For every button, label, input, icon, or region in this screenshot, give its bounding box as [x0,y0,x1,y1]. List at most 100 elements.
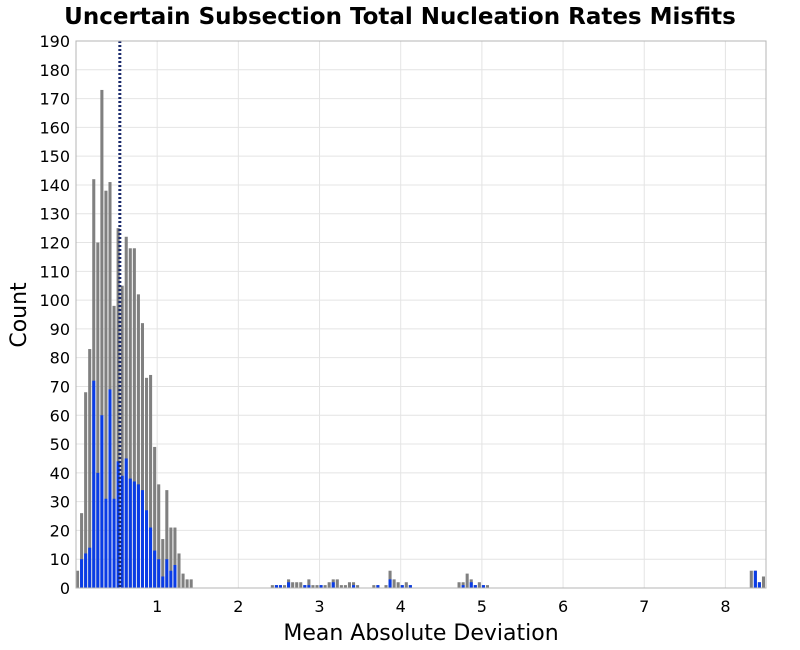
bar-highlight [287,582,291,588]
bar-highlight [120,475,124,588]
x-axis-label: Mean Absolute Deviation [283,621,558,646]
bar-highlight [104,498,108,588]
bar-highlight [145,510,149,588]
x-tick-label: 2 [233,597,243,616]
bar-highlight [388,579,392,588]
bar-all [165,490,169,588]
bar-all [396,582,400,588]
bar-all [347,582,351,588]
bar-highlight [108,389,112,588]
y-tick-label: 30 [50,493,70,512]
bar-all [132,248,136,588]
bar-all [181,573,185,588]
bar-all [173,527,177,588]
bar-all [311,585,315,588]
x-tick-label: 8 [720,597,730,616]
bar-highlight [161,576,165,588]
bar-all [761,576,765,588]
bar-highlight [116,461,120,588]
bar-highlight [757,582,761,588]
plot-frame [75,40,767,589]
bar-all [315,585,319,588]
bar-highlight [84,553,88,588]
y-tick-label: 10 [50,550,70,569]
y-tick-label: 90 [50,320,70,339]
bar-all [149,374,153,588]
y-tick-label: 170 [39,90,70,109]
bar-all [477,582,481,588]
x-tick-label: 5 [477,597,487,616]
y-tick-label: 150 [39,147,70,166]
bar-highlight [307,585,311,588]
bar-highlight [157,559,161,588]
y-tick-label: 100 [39,291,70,310]
y-tick-label: 20 [50,521,70,540]
bar-highlight [319,585,323,588]
bar-all [80,513,84,588]
bar-highlight [481,585,485,588]
x-tick-label: 4 [396,597,406,616]
bar-all [140,323,144,588]
y-tick-label: 130 [39,205,70,224]
bar-all [157,484,161,588]
bar-all [372,585,376,588]
bar-all [169,527,173,588]
bar-all [189,579,193,588]
bar-all [392,579,396,588]
y-tick-label: 180 [39,61,70,80]
bar-all [112,305,116,588]
bar-all [84,392,88,588]
y-tick-label: 70 [50,377,70,396]
bars-group [76,89,765,589]
bar-all [177,553,181,588]
y-tick-label: 190 [39,32,70,51]
bar-all [327,582,331,588]
bar-all [128,248,132,588]
bar-highlight [149,527,153,588]
bar-all [161,539,165,588]
bar-all [749,570,753,588]
x-tick-label: 6 [558,597,568,616]
bar-highlight [92,380,96,588]
bar-all [104,190,108,588]
bar-highlight [165,559,169,588]
y-tick-label: 120 [39,234,70,253]
bar-highlight [400,585,404,588]
bar-all [339,585,343,588]
bar-all [116,228,120,588]
bar-all [485,585,489,588]
bar-all [283,585,287,588]
bar-highlight [753,570,757,588]
bar-all [153,446,157,588]
y-tick-label: 40 [50,464,70,483]
bar-highlight [469,582,473,588]
y-tick-label: 50 [50,435,70,454]
bar-all [356,585,360,588]
bar-all [291,582,295,588]
bar-highlight [461,585,465,588]
y-tick-label: 110 [39,262,70,281]
bar-highlight [173,564,177,588]
bar-all [145,377,149,588]
chart-title: Uncertain Subsection Total Nucleation Ra… [64,4,736,30]
bar-highlight [96,472,100,588]
bar-all [457,582,461,588]
bar-highlight [303,585,307,588]
bar-all [404,582,408,588]
bar-highlight [352,585,356,588]
bar-all [88,349,92,588]
bar-all [295,582,299,588]
bar-all [120,285,124,588]
bar-highlight [112,498,116,588]
grid-lines [76,40,766,589]
y-tick-label: 60 [50,406,70,425]
bar-all [270,585,274,588]
bar-highlight [136,484,140,588]
bar-highlight [100,415,104,588]
bar-highlight [132,481,136,588]
bar-all [465,573,469,588]
x-tick-label: 7 [639,597,649,616]
x-axis-ticks: 1 2 3 4 5 6 7 8 [152,597,730,616]
bar-all [299,582,303,588]
